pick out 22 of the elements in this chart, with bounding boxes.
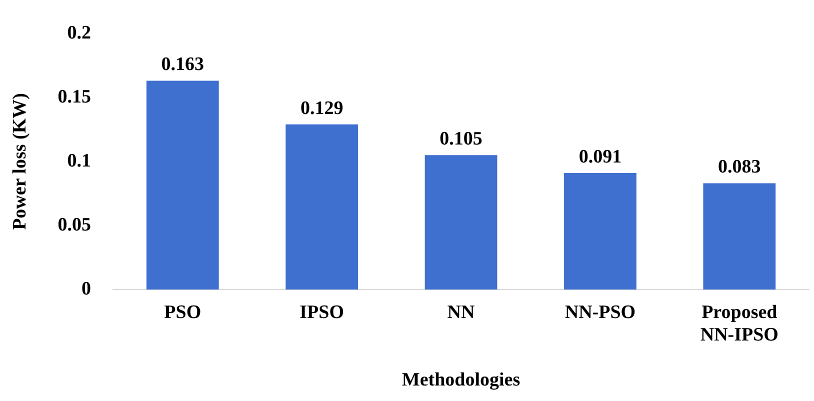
bar [146,80,219,290]
x-tick-label: Proposed NN-IPSO [700,302,778,346]
y-tick-label: 0.15 [58,86,92,108]
y-tick-label: 0 [82,278,92,300]
y-axis-title: Power loss (KW) [9,93,30,230]
x-tick-label: NN [447,302,476,323]
data-label: 0.083 [718,156,761,178]
x-tick-label: PSO [164,302,202,323]
bar [564,173,636,290]
y-tick-label: 0.1 [67,150,92,172]
data-label: 0.105 [440,128,482,150]
data-label: 0.129 [300,98,344,119]
y-tick-label: 0.05 [58,214,92,236]
x-axis-title: Methodologies [402,370,520,391]
data-label: 0.091 [578,146,622,168]
bar [286,124,358,290]
bar [703,183,776,290]
data-label: 0.163 [161,54,204,76]
y-tick-label: 0.2 [67,22,92,44]
bar [424,155,498,290]
x-tick-label: NN-PSO [564,302,636,323]
x-tick-label: IPSO [300,302,344,323]
